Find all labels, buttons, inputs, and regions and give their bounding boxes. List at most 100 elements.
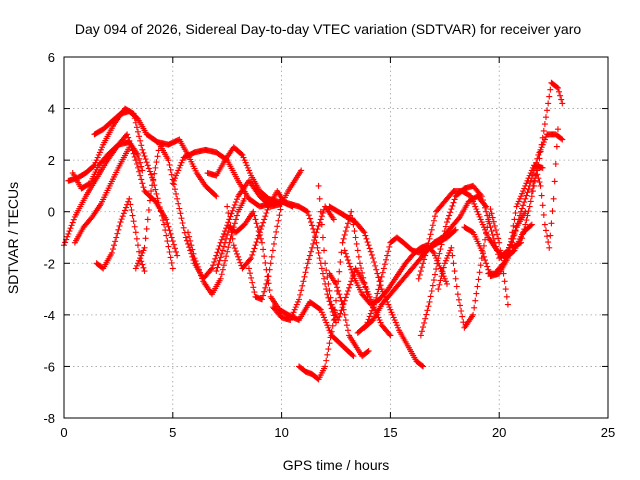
data-point <box>160 217 167 224</box>
data-point <box>247 256 254 263</box>
data-point <box>477 216 484 223</box>
data-point <box>212 255 219 262</box>
data-point <box>358 265 365 272</box>
data-point <box>427 293 434 300</box>
data-point <box>344 327 351 334</box>
data-point <box>477 191 484 198</box>
data-point <box>225 210 232 217</box>
data-point <box>250 248 257 255</box>
data-point <box>263 280 270 287</box>
data-point <box>524 177 531 184</box>
data-point <box>361 229 368 236</box>
data-point <box>136 257 143 264</box>
data-point <box>129 212 136 219</box>
data-point <box>213 193 220 200</box>
data-point <box>154 195 161 202</box>
data-point <box>93 157 100 164</box>
data-point <box>343 291 350 298</box>
data-point <box>140 247 147 254</box>
data-point <box>551 178 558 185</box>
data-point <box>347 263 354 270</box>
data-point <box>347 281 354 288</box>
data-point <box>185 240 192 247</box>
data-point <box>476 213 483 220</box>
data-point <box>133 235 140 242</box>
series-sat-18 <box>326 203 427 370</box>
chart-title: Day 094 of 2026, Sidereal Day-to-day VTE… <box>75 21 581 37</box>
data-point <box>117 219 124 226</box>
data-point <box>304 260 311 267</box>
data-point <box>547 232 554 239</box>
data-point <box>222 239 229 246</box>
data-point <box>171 175 178 182</box>
data-point <box>376 282 383 289</box>
data-point <box>143 159 150 166</box>
data-point <box>385 301 392 308</box>
data-point <box>188 242 195 249</box>
data-point <box>356 260 363 267</box>
data-point <box>545 100 552 107</box>
data-point <box>208 265 215 272</box>
data-point <box>261 216 268 223</box>
data-point <box>484 224 491 231</box>
data-point <box>292 304 299 311</box>
data-point <box>318 213 325 220</box>
data-point <box>362 283 369 290</box>
data-point <box>473 290 480 297</box>
data-point <box>440 232 447 239</box>
data-point <box>163 232 170 239</box>
data-point <box>259 296 266 303</box>
data-point <box>519 205 526 212</box>
data-point <box>485 218 492 225</box>
data-point <box>137 172 144 179</box>
data-point <box>489 214 496 221</box>
data-point <box>458 307 465 314</box>
data-point <box>512 228 519 235</box>
data-point <box>97 146 104 153</box>
data-point <box>426 235 433 242</box>
data-point <box>310 225 317 232</box>
data-point <box>545 239 552 246</box>
data-point <box>553 143 560 150</box>
data-point <box>139 249 146 256</box>
data-point <box>365 242 372 249</box>
data-point <box>218 250 225 257</box>
data-point <box>152 164 159 171</box>
data-point <box>387 306 394 313</box>
data-point <box>269 247 276 254</box>
x-tick-label: 25 <box>601 425 615 440</box>
data-point <box>118 216 125 223</box>
data-point <box>447 209 454 216</box>
data-point <box>139 180 146 187</box>
data-point <box>303 208 310 215</box>
data-point <box>195 266 202 273</box>
data-point <box>472 297 479 304</box>
data-point <box>536 149 543 156</box>
data-point <box>420 324 427 331</box>
series-sat-03 <box>69 139 146 192</box>
data-point <box>324 291 331 298</box>
data-point <box>327 334 334 341</box>
data-point <box>166 161 173 168</box>
data-point <box>174 195 181 202</box>
data-point <box>435 286 442 293</box>
data-point <box>140 184 147 191</box>
data-point <box>328 328 335 335</box>
data-point <box>443 280 450 287</box>
data-point <box>524 189 531 196</box>
data-point <box>436 281 443 288</box>
data-point <box>443 255 450 262</box>
data-point <box>218 236 225 243</box>
data-point <box>316 255 323 262</box>
data-point <box>260 219 267 226</box>
data-point <box>424 307 431 314</box>
data-point <box>383 256 390 263</box>
data-point <box>333 297 339 304</box>
data-point <box>315 249 322 256</box>
data-point <box>450 199 457 206</box>
data-point <box>333 311 339 318</box>
data-point <box>513 224 520 231</box>
data-point <box>315 222 322 229</box>
data-point <box>375 274 382 281</box>
